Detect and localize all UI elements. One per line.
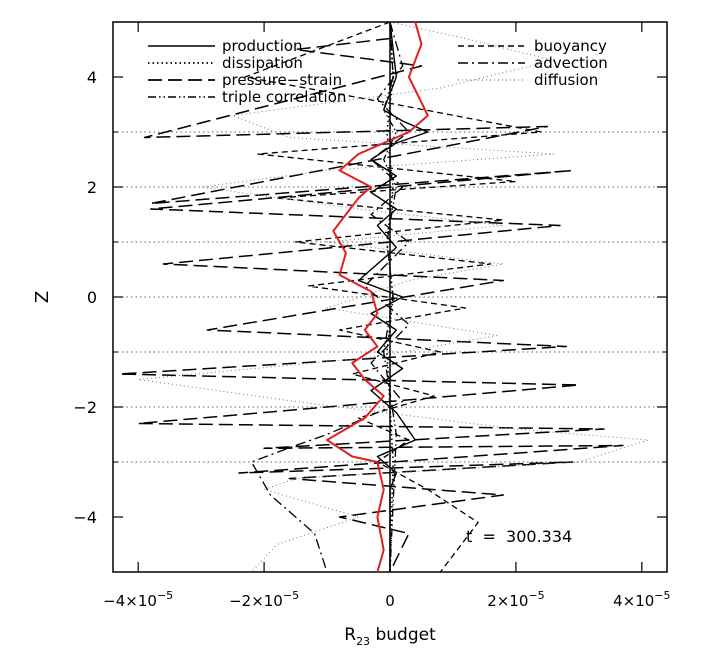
x-tick-label-4: 4×10−5	[613, 589, 670, 610]
y-tick-label-0: 4	[87, 68, 97, 87]
x-tick-label-0: −4×10−5	[103, 589, 173, 610]
x-tick-label-3: 2×10−5	[487, 589, 544, 610]
y-axis-label: Z	[32, 291, 53, 303]
legend-label-right-1: advection	[534, 54, 608, 72]
x-axis-label-suffix: budget	[370, 625, 436, 645]
x-axis-label-main: R	[344, 625, 356, 645]
series-red-curve	[326, 21, 429, 573]
y-tick-label-2: 0	[87, 288, 97, 307]
series-buoyancy	[244, 21, 542, 573]
series-layer	[118, 21, 649, 573]
y-tick-label-4: −4	[73, 508, 97, 527]
series-production	[357, 21, 429, 572]
x-axis-label: R23 budget	[344, 625, 436, 648]
legend-label-left-3: triple correlation	[222, 88, 346, 106]
series-pressure-strain	[118, 37, 624, 573]
legend: productiondissipationpressure−straintrip…	[148, 37, 608, 106]
y-tick-label-1: 2	[87, 178, 97, 197]
x-tick-label-2: 0	[385, 592, 395, 610]
legend-label-left-0: production	[222, 37, 303, 55]
series-advection	[250, 21, 410, 573]
legend-label-right-0: buoyancy	[534, 37, 607, 55]
legend-label-right-2: diffusion	[534, 71, 598, 89]
x-tick-label-1: −2×10−5	[229, 589, 299, 610]
legend-label-left-2: pressure−strain	[222, 71, 342, 89]
annotation-time: t = 300.334	[466, 527, 572, 546]
legend-label-left-1: dissipation	[222, 54, 303, 72]
x-axis-label-sub: 23	[356, 635, 370, 648]
axis-ticks: −4×10−5 −2×10−5 0 2×10−5 4×10−5 4 2 0 −2 −4	[73, 21, 671, 610]
y-tick-label-3: −2	[73, 398, 97, 417]
